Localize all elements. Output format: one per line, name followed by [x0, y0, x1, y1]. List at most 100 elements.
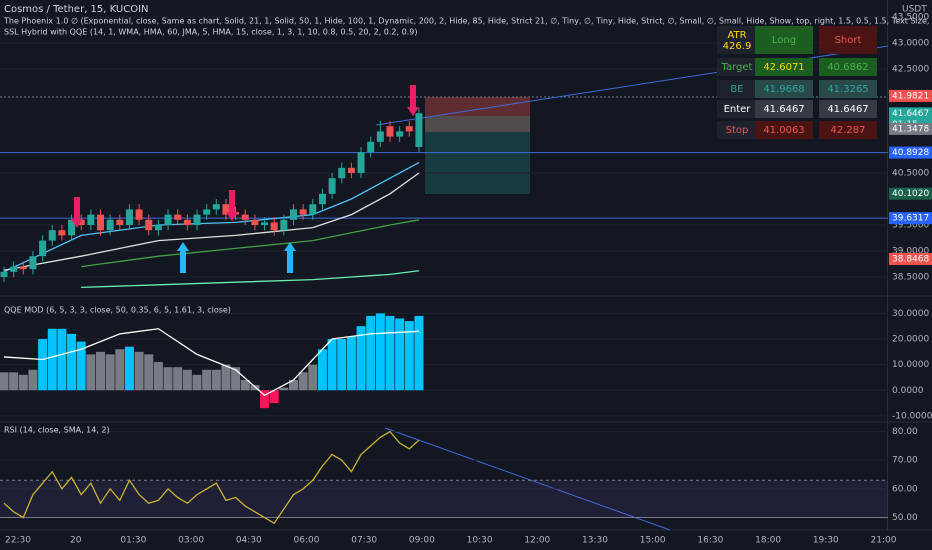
candle-body: [154, 225, 162, 231]
y-tick-label: 38.5000: [892, 273, 929, 283]
time-label: 19:30: [813, 536, 839, 546]
time-label: 12:00: [524, 536, 550, 546]
histogram-bar: [67, 333, 77, 391]
price-tag-label: 41.9821: [892, 91, 929, 101]
histogram-bar: [86, 354, 96, 391]
y-tick-label: 10.0000: [892, 360, 929, 370]
trade-table: ATR 426.9 Long Short Target 42.6071 40.6862 BE 4…: [717, 26, 877, 139]
candle-body: [318, 193, 326, 205]
price-tag: [889, 187, 932, 200]
pane-title: QQE MOD (6, 5, 3, 3, close, 50, 0.35, 6,…: [4, 306, 231, 315]
y-tick-label: 43.5000: [892, 13, 929, 23]
histogram-bar: [105, 354, 115, 391]
y-tick-label: 43.0000: [892, 39, 929, 49]
candle-body: [241, 214, 249, 220]
histogram-bar: [260, 390, 270, 409]
price-tag: [889, 212, 932, 225]
table-cell-text: 42.287: [831, 125, 866, 136]
table-cell-text: 42.6071: [763, 62, 804, 73]
indicator-legend: SSL Hybrid with QQE (14, 1, WMA, HMA, 60…: [4, 28, 417, 37]
candle-body: [328, 178, 336, 194]
indicator-line: [81, 219, 420, 268]
price-tag-label: 39.6317: [892, 214, 929, 224]
y-tick-label: 39.0000: [892, 247, 929, 257]
table-cell: [755, 80, 813, 98]
candle-body: [290, 209, 297, 220]
sell-arrow: [407, 85, 419, 116]
table-cell: [819, 26, 877, 54]
candle-body: [270, 222, 278, 231]
y-tick-label: 60.00: [892, 484, 918, 494]
candle-body: [48, 230, 56, 241]
time-label: 16:30: [697, 536, 723, 546]
table-cell: [819, 121, 877, 139]
y-tick-label: 50.00: [892, 513, 918, 523]
table-cell: [717, 26, 757, 54]
time-label: 09:00: [409, 536, 435, 546]
histogram-bar: [173, 367, 183, 391]
candle-body: [251, 219, 259, 225]
histogram-bar: [240, 380, 250, 391]
table-cell: [819, 58, 877, 76]
candle-body: [212, 204, 220, 210]
candle-body: [405, 126, 413, 132]
candle-body: [174, 214, 182, 220]
candle-body: [386, 126, 394, 137]
histogram-bar: [57, 328, 67, 391]
candle-body: [145, 219, 153, 231]
candle-body: [376, 131, 384, 142]
candle-body: [396, 131, 404, 137]
histogram-bar: [76, 341, 86, 391]
histogram-bar: [144, 354, 154, 391]
table-cell-text: Stop: [726, 125, 749, 136]
price-tag: [889, 146, 932, 159]
candle-body: [222, 204, 230, 215]
time-label: 18:00: [755, 536, 781, 546]
price-tag-label: 41.3478: [892, 124, 929, 134]
candle-body: [183, 219, 191, 225]
time-label: 03:00: [178, 536, 204, 546]
table-cell-text: 40.6862: [827, 62, 868, 73]
histogram-bar: [308, 364, 318, 391]
price-tag-label: 38.8468: [892, 254, 929, 264]
time-label: 06:00: [294, 536, 320, 546]
table-cell-text: BE: [730, 84, 743, 95]
candle-body: [261, 222, 269, 225]
indicator-line: [81, 270, 420, 289]
histogram-bar: [211, 369, 221, 391]
histogram-bar: [385, 315, 395, 391]
candle-body: [39, 240, 47, 257]
candle-body: [87, 214, 95, 225]
table-cell-text: 41.0063: [763, 125, 804, 136]
price-tag-label: 40.1020: [892, 189, 929, 199]
table-cell-text: Long: [772, 35, 796, 46]
price-tag: [889, 252, 932, 265]
pane-title: RSI (14, close, SMA, 14, 2): [4, 426, 110, 435]
time-label: 07:30: [351, 536, 377, 546]
candle-body: [203, 209, 211, 215]
histogram-bar: [317, 349, 327, 391]
candle-body: [106, 219, 114, 231]
histogram-bar: [414, 315, 424, 391]
histogram-bar: [298, 372, 308, 391]
time-label: 15:00: [640, 536, 666, 546]
histogram-bar: [404, 321, 414, 391]
candle-body: [68, 219, 76, 236]
rsi-trendline: [384, 427, 671, 531]
table-cell: [755, 58, 813, 76]
histogram-bar: [182, 369, 192, 391]
time-label: 13:30: [582, 536, 608, 546]
table-cell-text: Enter: [724, 104, 752, 115]
histogram-bar: [47, 328, 57, 391]
time-label: 21:00: [871, 536, 897, 546]
histogram-bar: [221, 364, 231, 391]
buy-arrow: [284, 242, 296, 273]
table-cell-text: 41.9668: [763, 84, 804, 95]
candle-body: [338, 167, 346, 179]
time-label: 01:30: [120, 536, 146, 546]
y-tick-label: 70.00: [892, 456, 918, 466]
histogram-bar: [337, 339, 347, 391]
histogram-bar: [28, 369, 38, 391]
y-tick-label: 42.5000: [892, 65, 929, 75]
qqe-line: [3, 328, 419, 397]
